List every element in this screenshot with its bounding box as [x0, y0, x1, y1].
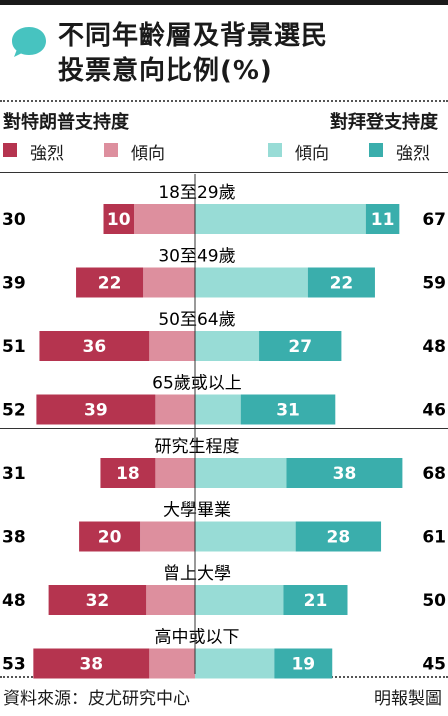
total-label-trump: 53 — [2, 655, 26, 675]
total-label-biden: 61 — [422, 528, 446, 548]
bar-biden-strong — [283, 585, 348, 615]
bar-biden-lean — [195, 204, 366, 234]
bar-trump-strong — [103, 204, 134, 234]
legend-label-biden-lean: 傾向 — [295, 144, 329, 164]
total-label-trump: 48 — [2, 591, 26, 611]
data-label-biden-strong: 21 — [304, 591, 328, 611]
category-label: 50至64歲 — [158, 310, 235, 330]
data-label-trump-strong: 36 — [83, 337, 107, 357]
legend-swatch-biden-strong — [369, 143, 383, 157]
data-label-biden-strong: 38 — [333, 464, 357, 484]
bar-biden-strong — [286, 458, 403, 488]
bar-trump-lean — [155, 458, 195, 488]
bar-biden-strong — [240, 394, 336, 425]
legend-label-trump-lean: 傾向 — [131, 144, 165, 164]
bar-trump-strong — [76, 267, 144, 298]
data-label-trump-strong: 39 — [84, 401, 108, 421]
category-label: 曾上大學 — [163, 564, 231, 584]
header-biden: 對拜登支持度 — [330, 112, 438, 133]
total-label-biden: 50 — [422, 591, 446, 611]
data-label-trump-strong: 20 — [98, 528, 122, 548]
bar-trump-strong — [100, 458, 156, 488]
bar-biden-lean — [195, 394, 241, 425]
data-label-trump-strong: 18 — [116, 464, 140, 484]
data-label-biden-strong: 11 — [371, 210, 395, 230]
total-label-biden: 68 — [422, 464, 446, 484]
data-label-biden-strong: 19 — [291, 655, 315, 675]
legend: 強烈 傾向 傾向 強烈 — [0, 138, 448, 164]
bar-biden-strong — [307, 267, 375, 298]
bar-biden-lean — [195, 458, 287, 488]
bar-trump-strong — [48, 585, 147, 615]
bar-biden-strong — [365, 204, 400, 234]
group-separator — [0, 428, 448, 429]
speech-bubble-icon — [12, 27, 46, 57]
category-label: 研究生程度 — [155, 437, 240, 457]
category-label: 大學畢業 — [163, 501, 231, 521]
title-divider — [0, 100, 448, 102]
bar-biden-lean — [195, 648, 275, 679]
legend-label-biden-strong: 強烈 — [396, 144, 430, 164]
credit-note: 明報製圖 — [374, 689, 442, 709]
bar-trump-lean — [149, 648, 195, 679]
data-label-trump-strong: 22 — [98, 274, 122, 294]
header-trump: 對特朗普支持度 — [3, 112, 129, 133]
legend-label-trump-strong: 強烈 — [30, 144, 64, 164]
bar-biden-strong — [274, 648, 333, 679]
bar-trump-strong — [36, 394, 156, 425]
chart-top-rule — [0, 172, 448, 173]
data-label-biden-strong: 22 — [330, 274, 354, 294]
data-label-biden-strong: 27 — [288, 337, 312, 357]
bar-biden-lean — [195, 585, 284, 615]
bar-trump-lean — [155, 394, 195, 425]
bar-trump-lean — [146, 585, 195, 615]
bar-biden-strong — [259, 331, 342, 361]
total-label-biden: 48 — [422, 337, 446, 357]
total-label-trump: 31 — [2, 464, 26, 484]
legend-swatch-biden-lean — [268, 143, 282, 157]
data-label-trump-strong: 38 — [79, 655, 103, 675]
bar-biden-lean — [195, 267, 308, 298]
total-label-biden: 45 — [422, 655, 446, 675]
legend-swatch-trump-strong — [3, 143, 17, 157]
bar-trump-lean — [149, 331, 195, 361]
category-label: 18至29歲 — [158, 183, 235, 203]
chart-title-line1: 不同年齡層及背景選民 — [58, 21, 329, 51]
legend-swatch-trump-lean — [104, 143, 118, 157]
top-rule — [0, 0, 448, 5]
bar-biden-lean — [195, 331, 260, 361]
total-label-trump: 39 — [2, 274, 26, 294]
source-note: 資料來源：皮尤研究中心 — [3, 689, 190, 709]
data-label-biden-strong: 28 — [327, 528, 351, 548]
bar-trump-strong — [33, 648, 150, 679]
data-label-trump-strong: 10 — [107, 210, 131, 230]
bar-trump-strong — [79, 521, 141, 552]
total-label-trump: 51 — [2, 337, 26, 357]
bar-trump-lean — [143, 267, 195, 298]
category-label: 65歲或以上 — [152, 374, 242, 394]
data-label-biden-strong: 31 — [276, 401, 300, 421]
bar-trump-strong — [39, 331, 150, 361]
bar-biden-strong — [295, 521, 382, 552]
category-label: 30至49歲 — [158, 247, 235, 267]
total-label-trump: 52 — [2, 401, 26, 421]
data-label-trump-strong: 32 — [86, 591, 110, 611]
bar-biden-lean — [195, 521, 296, 552]
total-label-biden: 59 — [422, 274, 446, 294]
bar-trump-lean — [134, 204, 195, 234]
total-label-trump: 38 — [2, 528, 26, 548]
chart-title-line2: 投票意向比例(%) — [58, 56, 273, 86]
category-label: 高中或以下 — [155, 628, 240, 648]
total-label-biden: 46 — [422, 401, 446, 421]
total-label-biden: 67 — [422, 210, 446, 230]
total-label-trump: 30 — [2, 210, 26, 230]
bar-trump-lean — [140, 521, 195, 552]
